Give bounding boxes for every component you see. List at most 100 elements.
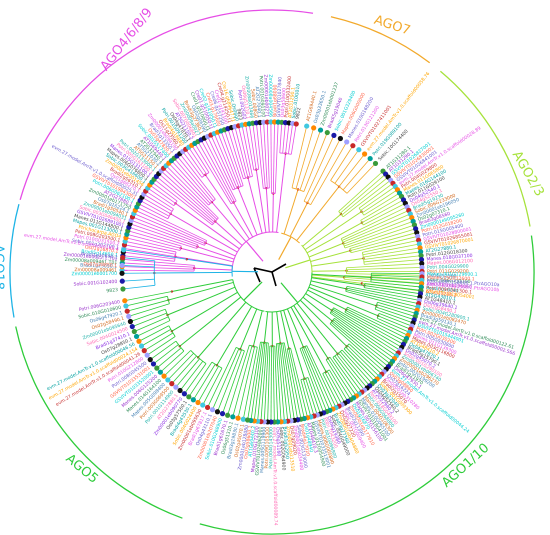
leaf-branch (274, 124, 279, 194)
leaf-branch (185, 363, 207, 393)
internal-branch (280, 310, 290, 349)
leaf-branch (303, 137, 334, 202)
group-arc (208, 198, 216, 206)
leaf-branch (242, 126, 253, 177)
clade-label-ago5: AGO5 (63, 451, 101, 486)
internal-branch (179, 296, 242, 347)
leaf-label: 9823 (106, 287, 118, 294)
clade-arc-ago5 (15, 326, 183, 519)
leaf-branch (364, 285, 419, 294)
internal-arc (281, 232, 300, 244)
leaf-branch (138, 320, 171, 336)
leaf-branch (346, 287, 417, 304)
leaf-label: AT5G43810.1 (425, 292, 457, 302)
internal-branch (311, 274, 345, 278)
leaf-branch (362, 240, 417, 253)
leaf-branch (266, 124, 270, 189)
leaf-branch (212, 348, 240, 409)
leaf-branch (155, 180, 213, 226)
leaf-label: Bradi1g10690.1 (81, 251, 118, 261)
leaf-branch (341, 210, 408, 241)
group-arc (211, 361, 223, 369)
leaf-dot (214, 409, 221, 415)
internal-branch (170, 213, 238, 253)
leaf-branch (192, 146, 210, 173)
node-marker (360, 282, 364, 285)
leaf-branch (177, 157, 214, 201)
leaf-dot (186, 394, 192, 400)
leaf-branch (345, 346, 376, 378)
leaf-dot (120, 286, 126, 292)
leaf-branch (344, 221, 412, 247)
clade-arc-ago23 (439, 70, 531, 227)
leaf-branch (224, 131, 244, 186)
leaf-branch (347, 345, 379, 376)
leaf-branch (304, 346, 333, 408)
leaf-branch (124, 278, 155, 282)
leaf-branch (329, 369, 348, 400)
leaf-branch (346, 308, 405, 338)
leaf-branch (327, 358, 353, 397)
leaf-dot (150, 361, 157, 367)
internal-branch (304, 211, 362, 251)
leaf-label: Sobic.006G233100 (427, 277, 471, 285)
leaf-branch (148, 336, 176, 355)
leaf-dot (419, 264, 425, 271)
leaf-label: Manes.001G129600.1 (427, 271, 478, 278)
leaf-label: Zm00001eb213510 (285, 426, 296, 472)
internal-branch (302, 296, 333, 322)
leaf-branch (361, 200, 402, 223)
leaf-branch (341, 349, 372, 383)
leaf-label: Zm00008a004566 (267, 74, 273, 117)
leaf-branch (376, 317, 408, 332)
leaf-branch (371, 274, 420, 278)
leaf-dot (122, 298, 128, 304)
leaf-branch (325, 359, 351, 399)
leaf-dot (119, 278, 125, 284)
leaf-branch (217, 349, 243, 411)
leaf-dot (271, 119, 278, 125)
internal-branch (211, 201, 247, 242)
internal-branch (311, 257, 364, 267)
leaf-branch (127, 237, 181, 251)
leaf-label: Os06g51310.1 (240, 85, 251, 119)
leaf-label: Sobic.010G010 (291, 83, 302, 119)
leaf-branch (124, 269, 195, 272)
leaf-label: Os05g51160 (274, 427, 281, 457)
leaf-branch (211, 136, 236, 190)
leaf-dot (200, 402, 206, 408)
leaf-dot (235, 415, 241, 421)
leaf-branch (285, 124, 290, 154)
leaf-label: Os01g16870.1 (84, 244, 118, 254)
leaf-dot (331, 132, 337, 138)
leaf-branch (371, 279, 420, 284)
leaf-branch (127, 295, 168, 306)
leaf-branch (245, 126, 255, 171)
internal-branch (194, 267, 233, 271)
leaf-branch (274, 346, 279, 420)
leaf-branch (330, 311, 395, 356)
leaf-dot (418, 249, 424, 255)
leaf-dot (367, 155, 373, 162)
leaf-branch (376, 304, 414, 317)
leaf-branch (232, 345, 253, 415)
internal-branch (286, 308, 304, 348)
internal-branch (308, 286, 379, 317)
internal-branch (197, 301, 247, 358)
leaf-label: Potri.010G032400 (283, 76, 293, 118)
stem-ago4 (245, 240, 264, 262)
leaf-branch (153, 183, 178, 202)
leaf-branch (208, 347, 237, 406)
leaf-branch (326, 370, 345, 402)
leaf-branch (165, 350, 192, 376)
leaf-branch (300, 379, 311, 416)
leaf-dot (293, 121, 299, 127)
internal-arc (232, 279, 265, 312)
leaf-branch (290, 125, 297, 155)
leaf-branch (235, 128, 249, 178)
leaf-branch (195, 144, 232, 205)
leaf-branch (129, 230, 182, 247)
leaf-branch (363, 193, 399, 216)
leaf-branch (175, 159, 213, 203)
leaf-label: 9823 (235, 108, 243, 121)
